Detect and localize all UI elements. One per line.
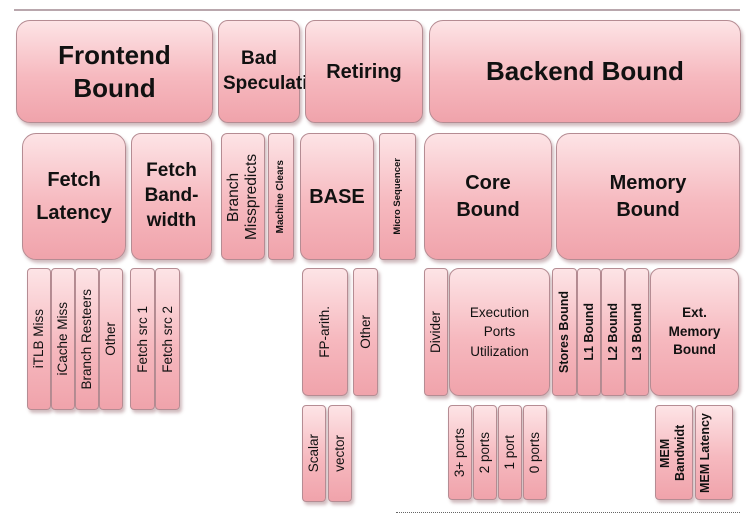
l2-bound-node: L2 Bound bbox=[601, 268, 625, 396]
frontend-other-label: Other bbox=[103, 322, 119, 356]
itlb-miss-node: iTLB Miss bbox=[27, 268, 51, 410]
core-bound-node: Core Bound bbox=[424, 133, 552, 260]
execution-ports-utilization-label: Execution Ports Utilization bbox=[469, 304, 530, 359]
mem-latency-node: MEM Latency bbox=[695, 405, 733, 500]
micro-sequencer-label: Micro Sequencer bbox=[391, 158, 403, 235]
fp-arith-label: FP-arith. bbox=[317, 306, 333, 358]
ports-3plus-label: 3+ ports bbox=[452, 427, 468, 478]
base-other-node: Other bbox=[353, 268, 378, 396]
port-1-node: 1 port bbox=[498, 405, 522, 500]
divider-label: Divider bbox=[428, 310, 444, 353]
ext-memory-bound-label: Ext. Memory Bound bbox=[668, 304, 721, 358]
bad-speculation-label: Bad Speculation bbox=[223, 47, 331, 94]
backend-bound-label: Backend Bound bbox=[486, 56, 684, 87]
mem-latency-label: MEM Latency bbox=[698, 412, 712, 493]
port-1-label: 1 port bbox=[502, 435, 518, 470]
fp-arith-node: FP-arith. bbox=[302, 268, 348, 396]
branch-resteers-label: Branch Resteers bbox=[79, 288, 95, 390]
retiring-label: Retiring bbox=[326, 60, 402, 83]
ports-0-node: 0 ports bbox=[523, 405, 547, 500]
divider-node: Divider bbox=[424, 268, 448, 396]
fetch-latency-node: Fetch Latency bbox=[22, 133, 126, 260]
base-label: BASE bbox=[309, 185, 365, 208]
ext-memory-bound-node: Ext. Memory Bound bbox=[650, 268, 739, 396]
l1-bound-node: L1 Bound bbox=[577, 268, 601, 396]
frontend-bound-node: Frontend Bound bbox=[16, 20, 213, 123]
branch-resteers-node: Branch Resteers bbox=[75, 268, 99, 410]
fetch-src-2-label: Fetch src 2 bbox=[159, 305, 175, 373]
l3-bound-node: L3 Bound bbox=[625, 268, 649, 396]
l3-bound-label: L3 Bound bbox=[629, 303, 644, 361]
frontend-other-node: Other bbox=[99, 268, 123, 410]
branch-mispredicts-label: Branch Misspredicts bbox=[225, 153, 260, 240]
ports-0-label: 0 ports bbox=[527, 431, 543, 474]
bad-speculation-node: Bad Speculation bbox=[218, 20, 331, 123]
backend-bound-node: Backend Bound bbox=[429, 20, 741, 123]
branch-mispredicts-node: Branch Misspredicts bbox=[221, 133, 265, 260]
bottom-dotted-line bbox=[396, 512, 740, 513]
stores-bound-node: Stores Bound bbox=[552, 268, 577, 396]
fetch-src-2-node: Fetch src 2 bbox=[155, 268, 180, 410]
ports-3plus-node: 3+ ports bbox=[448, 405, 472, 500]
itlb-miss-label: iTLB Miss bbox=[31, 309, 47, 369]
micro-sequencer-node: Micro Sequencer bbox=[379, 133, 416, 260]
base-other-label: Other bbox=[357, 315, 373, 349]
base-node: BASE bbox=[300, 133, 374, 260]
vector-label: vector bbox=[332, 435, 348, 472]
fetch-src-1-node: Fetch src 1 bbox=[130, 268, 155, 410]
ports-2-label: 2 ports bbox=[477, 431, 493, 474]
fetch-bandwidth-node: Fetch Band-width bbox=[131, 133, 212, 260]
fetch-latency-label: Fetch Latency bbox=[36, 168, 112, 224]
retiring-node: Retiring bbox=[305, 20, 423, 123]
scalar-node: Scalar bbox=[302, 405, 326, 502]
mem-bandwidth-label: MEM Bandwidt bbox=[658, 424, 687, 481]
memory-bound-node: Memory Bound bbox=[556, 133, 740, 260]
frontend-bound-label: Frontend Bound bbox=[58, 40, 171, 103]
fetch-bandwidth-label: Fetch Band-width bbox=[144, 160, 199, 231]
l2-bound-label: L2 Bound bbox=[605, 303, 620, 361]
stores-bound-label: Stores Bound bbox=[557, 291, 571, 373]
ports-2-node: 2 ports bbox=[473, 405, 497, 500]
machine-clears-label: Machine Clears bbox=[275, 159, 286, 234]
l1-bound-label: L1 Bound bbox=[581, 303, 596, 361]
vector-node: vector bbox=[328, 405, 352, 502]
mem-bandwidth-node: MEM Bandwidt bbox=[655, 405, 693, 500]
icache-miss-label: iCache Miss bbox=[55, 302, 71, 376]
scalar-label: Scalar bbox=[306, 434, 322, 473]
memory-bound-label: Memory Bound bbox=[609, 171, 687, 221]
machine-clears-node: Machine Clears bbox=[268, 133, 294, 260]
execution-ports-utilization-node: Execution Ports Utilization bbox=[449, 268, 550, 396]
top-divider-line bbox=[14, 9, 740, 11]
fetch-src-1-label: Fetch src 1 bbox=[134, 305, 150, 373]
icache-miss-node: iCache Miss bbox=[51, 268, 75, 410]
core-bound-label: Core Bound bbox=[456, 171, 520, 221]
